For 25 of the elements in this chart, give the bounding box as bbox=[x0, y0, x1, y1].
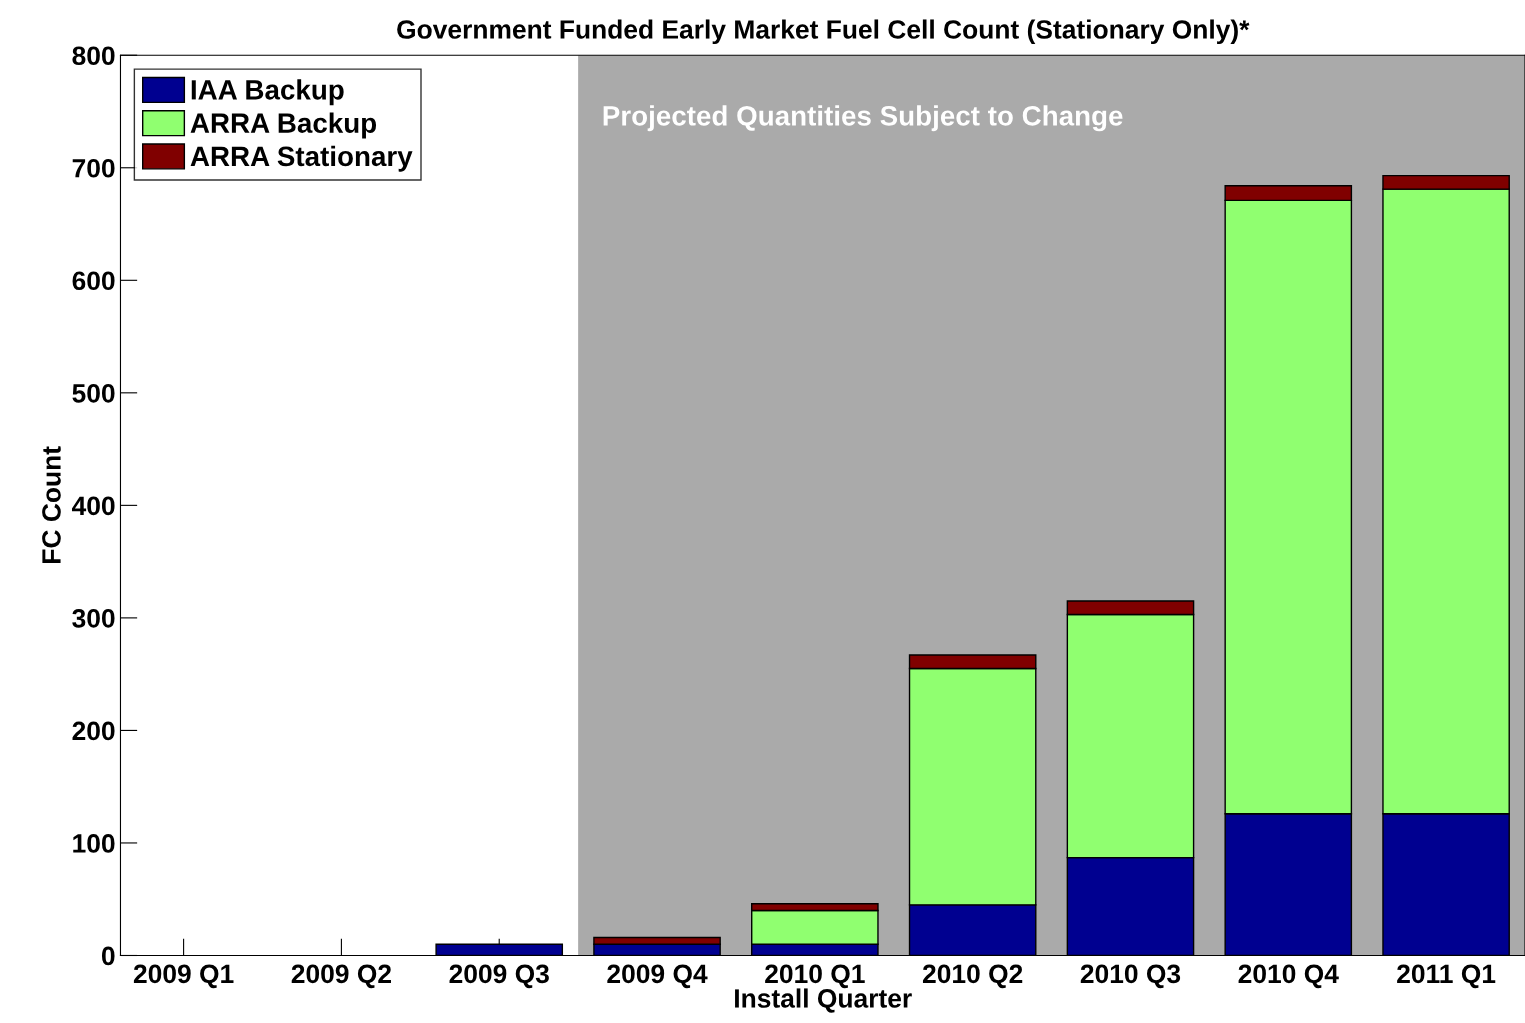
y-tick-label: 0 bbox=[101, 946, 115, 966]
x-axis-title: Install Quarter bbox=[735, 988, 912, 1013]
x-tick-label: 2009 Q4 bbox=[607, 964, 708, 989]
legend-label: ARRA Stationary bbox=[190, 145, 413, 172]
chart-title: Government Funded Early Market Fuel Cell Count (Stationary Only)* bbox=[397, 19, 1250, 45]
y-tick-label: 400 bbox=[71, 496, 115, 516]
x-tick-label: 2010 Q3 bbox=[1080, 964, 1181, 989]
x-tick-label: 2010 Q4 bbox=[1238, 964, 1339, 989]
y-tick-label: 700 bbox=[72, 158, 115, 178]
y-tick-label: 600 bbox=[72, 271, 115, 291]
band-label: Projected Quantities Subject to Change bbox=[603, 105, 1123, 132]
x-tick-label: 2009 Q2 bbox=[291, 964, 391, 989]
y-axis-title: FC Count bbox=[42, 446, 61, 563]
y-tick-label: 200 bbox=[72, 721, 115, 741]
x-tick-label: 2009 Q1 bbox=[133, 964, 234, 989]
x-tick-label: 2011 Q1 bbox=[1397, 964, 1496, 989]
legend-label: ARRA Backup bbox=[190, 112, 377, 139]
y-tick-label: 500 bbox=[72, 383, 115, 403]
x-tick-label: 2009 Q3 bbox=[449, 964, 549, 989]
x-tick-label: 2010 Q2 bbox=[922, 964, 1023, 989]
y-tick-label: 100 bbox=[73, 834, 115, 853]
y-tick-label: 800 bbox=[72, 46, 115, 66]
x-tick-label: 2010 Q1 bbox=[765, 964, 865, 989]
legend-label: IAA Backup bbox=[191, 79, 344, 106]
y-tick-label: 300 bbox=[72, 609, 115, 628]
